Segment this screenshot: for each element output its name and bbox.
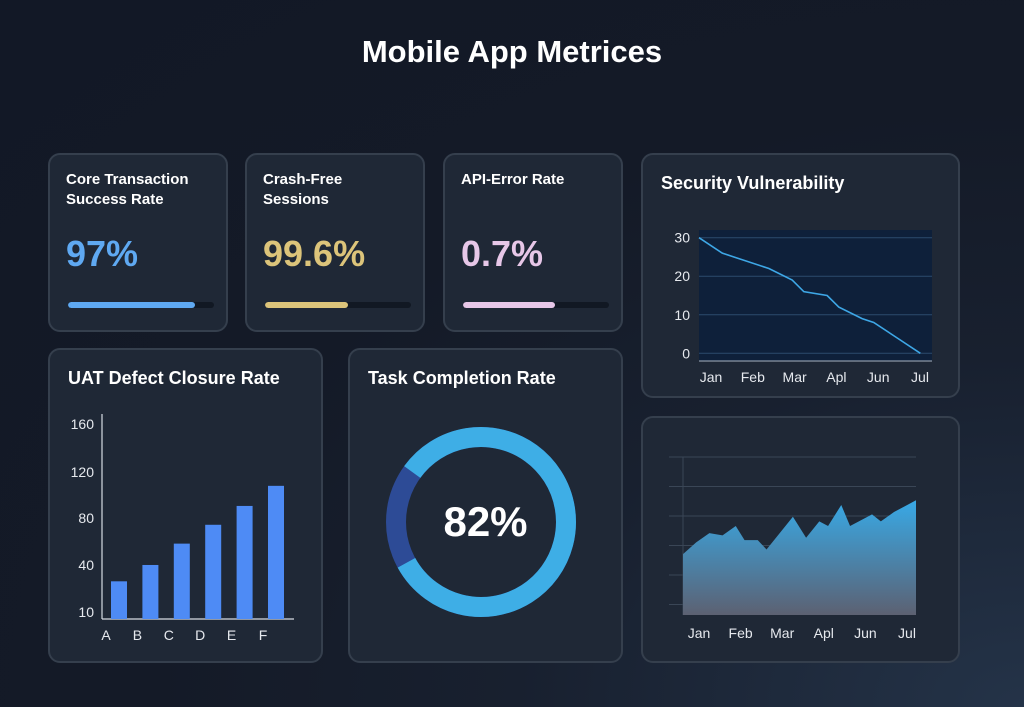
progress-bar (68, 302, 214, 308)
kpi-card-core-transaction: Core Transaction Success Rate 97% (48, 153, 228, 332)
x-tick-label: Jan (700, 369, 723, 385)
progress-bar (265, 302, 411, 308)
task-donut-chart (386, 427, 576, 617)
x-tick-label: Feb (741, 369, 765, 385)
y-tick-label: 40 (78, 557, 94, 573)
x-tick-label: Apl (814, 625, 834, 641)
progress-fill (68, 302, 196, 308)
y-tick-label: 30 (674, 230, 690, 246)
y-tick-label: 20 (674, 268, 690, 284)
donut-value: 82% (443, 498, 528, 545)
area-chart-card: Jan Feb Mar Apl Jun Jul (641, 416, 960, 663)
kpi-label: Core Transaction Success Rate (66, 171, 189, 208)
kpi-value: 0.7% (461, 233, 544, 274)
security-line-chart: 0 10 20 30 Jan Feb Mar Apl Jun Jul (674, 230, 932, 385)
x-tick-label: B (133, 627, 142, 643)
x-tick-label: Jan (688, 625, 711, 641)
kpi-card-api-error: API-Error Rate 0.7% (443, 153, 623, 332)
bar (268, 485, 284, 619)
kpi-label: Crash-Free Sessions (263, 171, 343, 208)
kpi-card-crash-free: Crash-Free Sessions 99.6% (245, 153, 425, 332)
x-tick-label: D (195, 627, 205, 643)
plot-area (699, 230, 932, 361)
bar (173, 543, 190, 619)
card-title: Security Vulnerability (661, 173, 845, 193)
x-tick-label: C (164, 627, 174, 643)
x-tick-label: Jul (911, 369, 929, 385)
y-tick-label: 10 (78, 604, 94, 620)
progress-fill (265, 302, 349, 308)
bar (236, 505, 253, 619)
uat-bar-chart: 10 40 80 120 160 A B C D E F (71, 414, 294, 643)
kpi-value: 97% (66, 233, 139, 274)
x-tick-label: Apl (826, 369, 846, 385)
x-tick-label: A (101, 627, 111, 643)
card-title: UAT Defect Closure Rate (68, 368, 280, 388)
x-tick-label: Jul (898, 625, 916, 641)
y-tick-label: 10 (674, 307, 690, 323)
series-line (698, 237, 921, 354)
x-tick-label: F (259, 627, 268, 643)
x-tick-label: Mar (783, 369, 807, 385)
y-tick-label: 80 (78, 510, 94, 526)
y-tick-label: 120 (71, 464, 95, 480)
kpi-value: 99.6% (263, 233, 366, 274)
x-tick-label: Jun (854, 625, 877, 641)
progress-bar (463, 302, 609, 308)
x-tick-label: E (227, 627, 236, 643)
kpi-label: API-Error Rate (461, 171, 565, 188)
progress-fill (463, 302, 555, 308)
x-tick-label: Mar (770, 625, 794, 641)
x-tick-label: Feb (729, 625, 753, 641)
bar (205, 524, 222, 619)
y-tick-label: 0 (682, 345, 690, 361)
area-series (683, 500, 916, 615)
x-tick-label: Jun (867, 369, 890, 385)
bar (111, 581, 127, 619)
security-vulnerability-card: Security Vulnerability 0 10 20 30 Jan Feb Mar A… (641, 153, 960, 398)
uat-defect-card: UAT Defect Closure Rate 10 40 80 120 160 A B C D… (48, 348, 323, 663)
y-tick-label: 160 (71, 416, 95, 432)
donut-completed-segment (386, 427, 576, 617)
page-title: Mobile App Metrices (361, 34, 663, 69)
card-title: Task Completion Rate (368, 368, 556, 388)
bar (142, 564, 159, 619)
task-completion-card: Task Completion Rate 82% (348, 348, 623, 663)
area-chart: Jan Feb Mar Apl Jun Jul (669, 456, 916, 641)
